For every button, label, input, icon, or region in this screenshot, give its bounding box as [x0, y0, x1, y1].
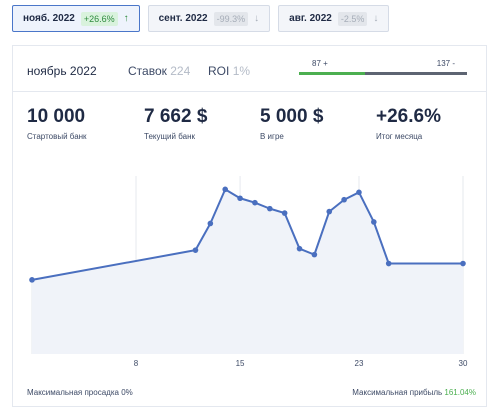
tab-month-label: нояб. 2022 — [23, 13, 75, 24]
arrow-down-icon: ↓ — [254, 13, 260, 24]
data-point[interactable] — [192, 247, 199, 253]
stat-start-bank: 10 000 Стартовый банк — [27, 106, 87, 141]
data-point[interactable] — [296, 245, 303, 252]
data-point[interactable] — [460, 260, 466, 267]
header-month: ноябрь 2022 — [27, 64, 97, 78]
data-point[interactable] — [266, 205, 273, 212]
stat-value: +26.6% — [376, 106, 441, 127]
tab-nov-2022[interactable]: нояб. 2022 +26.6% ↑ — [12, 5, 140, 32]
tab-sep-2022[interactable]: сент. 2022 -99.3% ↓ — [147, 5, 271, 32]
arrow-down-icon: ↓ — [373, 13, 379, 24]
bets-label: Ставок — [128, 64, 167, 78]
data-point[interactable] — [222, 186, 229, 193]
bank-chart: 8 15 23 30 — [29, 176, 468, 368]
data-point[interactable] — [371, 219, 377, 225]
series-line — [31, 188, 463, 281]
roi-label: ROI — [208, 64, 230, 78]
x-tick-label: 8 — [134, 359, 139, 368]
stat-value: 7 662 $ — [144, 106, 208, 127]
stat-label: Стартовый банк — [27, 132, 87, 141]
max-drawdown-label: Максимальная просадка — [27, 388, 119, 397]
data-point[interactable] — [385, 260, 392, 267]
tab-month-label: авг. 2022 — [289, 13, 332, 24]
max-drawdown-value: 0% — [121, 388, 133, 397]
x-tick-label: 15 — [236, 359, 245, 368]
max-profit-value: 161.04% — [444, 388, 476, 397]
win-loss-progress: 87 + 137 - — [299, 59, 467, 75]
month-tabs: нояб. 2022 +26.6% ↑ сент. 2022 -99.3% ↓ … — [12, 5, 390, 32]
tab-percent-badge: -2.5% — [337, 11, 368, 26]
max-profit-label: Максимальная прибыль — [352, 388, 443, 397]
bets-value: 224 — [170, 64, 191, 78]
card-header: ноябрь 2022 Ставок 224 ROI 1% 87 + 137 - — [13, 46, 486, 92]
data-point[interactable] — [252, 199, 258, 206]
arrow-up-icon: ↑ — [123, 13, 129, 24]
max-profit: Максимальная прибыль 161.04% — [352, 388, 476, 397]
x-tick-label: 23 — [355, 359, 364, 368]
stat-value: 5 000 $ — [260, 106, 324, 127]
wins-count: 87 + — [312, 59, 328, 68]
progress-fill — [299, 72, 365, 75]
max-drawdown: Максимальная просадка 0% — [27, 388, 133, 397]
data-point[interactable] — [311, 251, 318, 258]
stat-month-result: +26.6% Итог месяца — [376, 106, 441, 141]
stat-current-bank: 7 662 $ Текущий банк — [144, 106, 207, 141]
stat-value: 10 000 — [27, 106, 86, 127]
stat-in-play: 5 000 $ В игре — [260, 106, 323, 141]
data-point[interactable] — [341, 196, 347, 203]
data-point[interactable] — [281, 210, 288, 216]
tab-percent-badge: -99.3% — [213, 11, 249, 26]
stat-label: В игре — [260, 132, 284, 141]
data-point[interactable] — [237, 195, 243, 202]
tab-aug-2022[interactable]: авг. 2022 -2.5% ↓ — [278, 5, 390, 32]
data-point[interactable] — [207, 220, 214, 227]
month-stats-card: ноябрь 2022 Ставок 224 ROI 1% 87 + 137 -… — [12, 45, 487, 407]
progress-bar — [299, 72, 467, 75]
roi: ROI 1% — [208, 64, 250, 78]
tab-month-label: сент. 2022 — [158, 13, 208, 24]
roi-value: 1% — [232, 64, 251, 78]
data-point[interactable] — [29, 277, 35, 283]
stat-label: Итог месяца — [376, 132, 423, 141]
bets-count: Ставок 224 — [128, 64, 190, 78]
stat-label: Текущий банк — [144, 132, 195, 141]
data-point[interactable] — [356, 189, 362, 196]
tab-percent-badge: +26.6% — [80, 11, 118, 26]
x-tick-label: 30 — [459, 359, 468, 368]
losses-count: 137 - — [436, 59, 455, 68]
area-fill — [32, 189, 463, 354]
data-point[interactable] — [326, 208, 333, 215]
